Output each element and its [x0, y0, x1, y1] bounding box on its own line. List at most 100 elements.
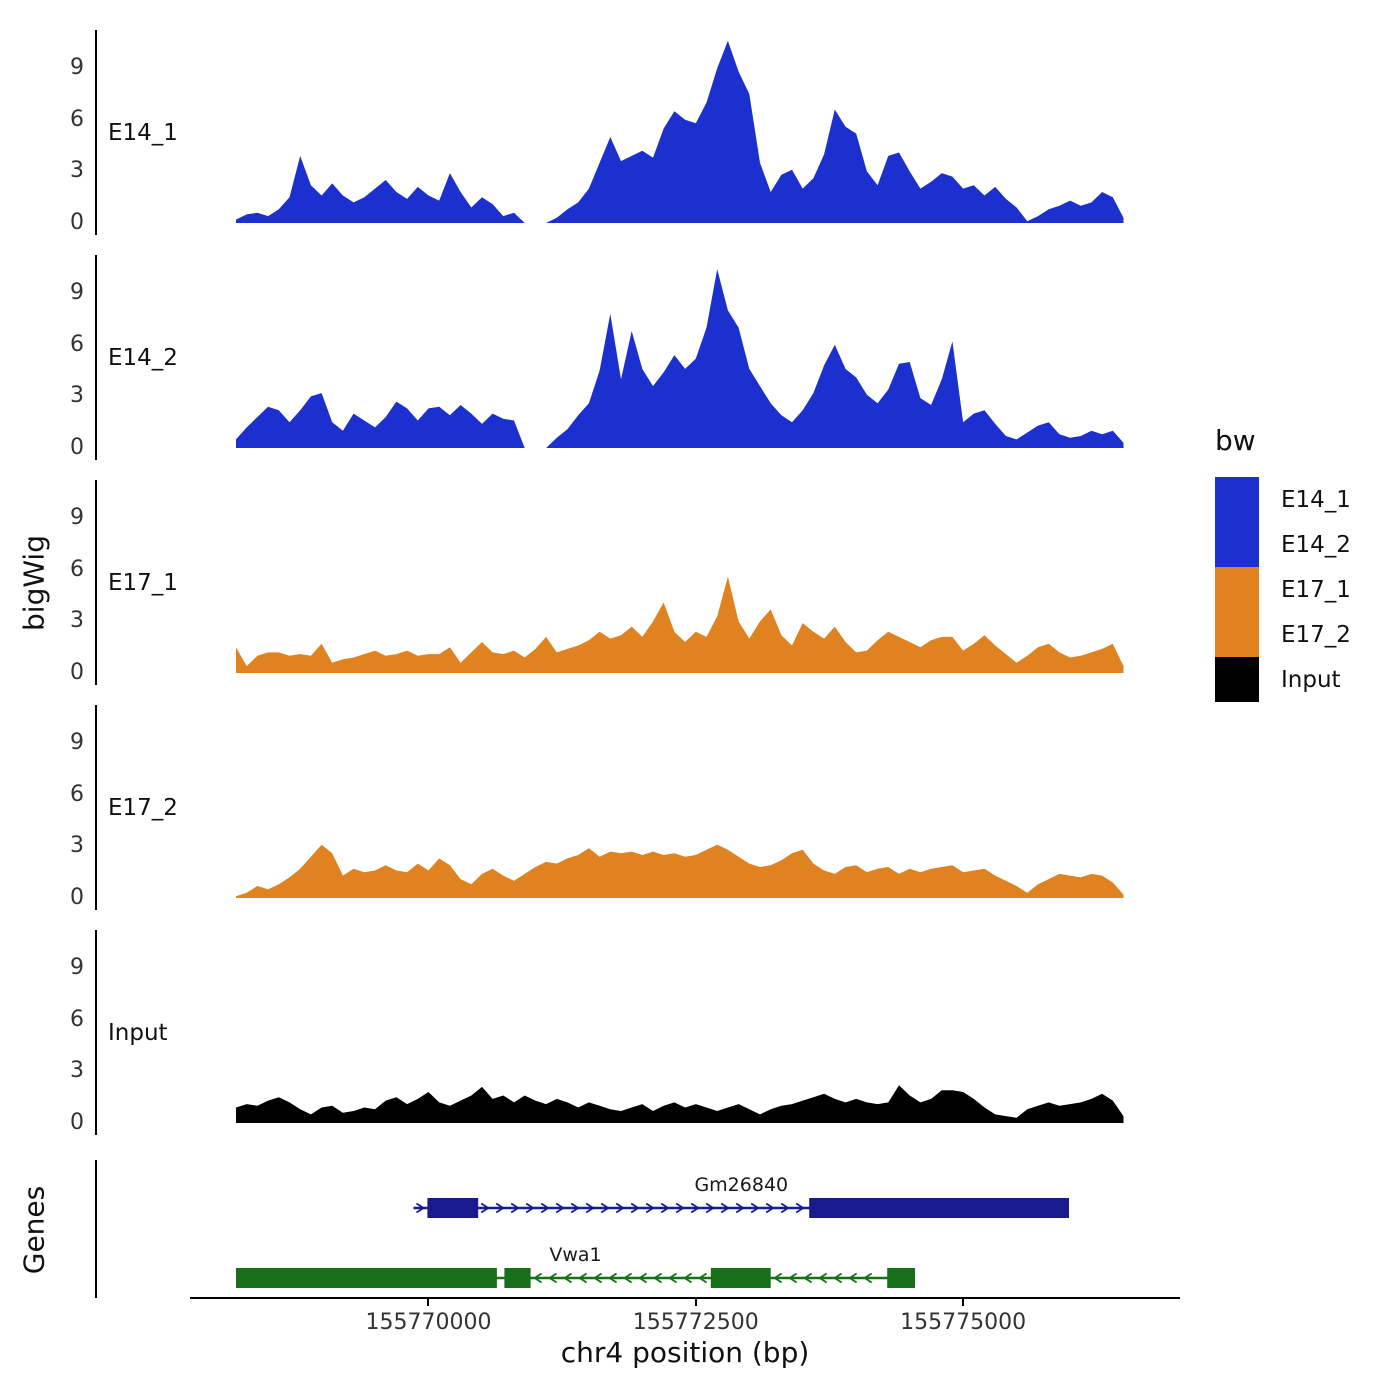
- strand-arrow-icon: [540, 1202, 550, 1214]
- x-tick-label: 155770000: [365, 1310, 492, 1335]
- strand-arrow-icon: [795, 1202, 805, 1214]
- track-facet-E17_1: 0 3 6 9 E17_1: [0, 480, 1400, 685]
- track-label-E14_1: E14_1: [108, 119, 178, 146]
- y-axis-line: [95, 705, 97, 910]
- strand-arrow-icon: [735, 1202, 745, 1214]
- strand-arrow-icon: [607, 1272, 618, 1284]
- y-tick-label: 3: [70, 383, 84, 409]
- signal-area-E17_2: [236, 844, 1124, 898]
- legend-swatch: [1215, 567, 1259, 612]
- y-axis-line: [95, 930, 97, 1135]
- legend-swatch: [1215, 657, 1259, 702]
- legend-swatch: [1215, 612, 1259, 657]
- y-axis-line: [95, 30, 97, 235]
- strand-arrow-icon: [495, 1202, 505, 1214]
- y-tick-label: 6: [70, 1006, 84, 1032]
- strand-arrow-icon: [592, 1272, 603, 1284]
- strand-arrow-icon: [802, 1272, 813, 1284]
- track-facet-E14_1: 0 3 6 9 E14_1: [0, 30, 1400, 235]
- track-facet-Input: 0 3 6 9 Input: [0, 930, 1400, 1135]
- track-label-E14_2: E14_2: [108, 344, 178, 371]
- y-tick-label: 9: [70, 55, 84, 81]
- strand-arrow-icon: [817, 1272, 828, 1284]
- y-tick-label: 9: [70, 280, 84, 306]
- signal-area-E17_1: [236, 576, 1124, 673]
- y-axis-line: [95, 255, 97, 460]
- y-tick-label: 9: [70, 955, 84, 981]
- x-tick-label: 155772500: [632, 1310, 759, 1335]
- gene-exon: [710, 1268, 771, 1288]
- legend-label: E14_1: [1281, 486, 1351, 513]
- y-tick-label: 9: [70, 505, 84, 531]
- x-tick-mark: [427, 1297, 430, 1306]
- x-axis: 155770000 155772500 155775000: [0, 1290, 1400, 1370]
- signal-svg-E17_2: [236, 844, 1124, 898]
- legend-entry-E17_1: E17_1: [1215, 567, 1400, 612]
- signal-area-E14_2: [236, 269, 1124, 448]
- x-tick-label: 155775000: [900, 1310, 1027, 1335]
- genes-axis-line: [95, 1160, 97, 1298]
- strand-arrow-icon: [615, 1202, 625, 1214]
- strand-arrow-icon: [630, 1202, 640, 1214]
- signal-svg-E17_1: [236, 576, 1124, 673]
- gene-model-Vwa1: Vwa1: [236, 1244, 915, 1288]
- gene-exon: [504, 1268, 531, 1288]
- y-tick-label: 0: [70, 1110, 84, 1135]
- strand-arrow-icon: [416, 1202, 426, 1214]
- legend-label: E17_2: [1281, 621, 1351, 648]
- legend-entry-E14_2: E14_2: [1215, 522, 1400, 567]
- strand-arrow-icon: [787, 1272, 798, 1284]
- y-tick-label: 9: [70, 730, 84, 756]
- track-label-E17_2: E17_2: [108, 794, 178, 821]
- strand-arrow-icon: [697, 1272, 708, 1284]
- y-tick-label: 0: [70, 435, 84, 460]
- strand-arrow-icon: [765, 1202, 775, 1214]
- genes-svg: Gm26840 Vwa1: [236, 1174, 1069, 1288]
- y-tick-label: 3: [70, 158, 84, 184]
- gene-exon: [809, 1198, 1069, 1218]
- legend-label: E17_1: [1281, 576, 1351, 603]
- strand-arrow-icon: [720, 1202, 730, 1214]
- legend-entries: E14_1 E14_2 E17_1 E17_2 Input: [1215, 477, 1400, 702]
- legend-label: Input: [1281, 666, 1341, 693]
- signal-svg-E14_2: [236, 269, 1124, 448]
- strand-arrow-icon: [652, 1272, 663, 1284]
- track-facet-E14_2: 0 3 6 9 E14_2: [0, 255, 1400, 460]
- y-tick-label: 6: [70, 556, 84, 582]
- legend-swatch: [1215, 522, 1259, 567]
- y-tick-label: 3: [70, 833, 84, 859]
- strand-arrow-icon: [570, 1202, 580, 1214]
- strand-arrow-icon: [480, 1202, 490, 1214]
- strand-arrow-icon: [510, 1202, 520, 1214]
- strand-arrow-icon: [600, 1202, 610, 1214]
- gene-exon: [427, 1198, 479, 1218]
- x-axis-line: [190, 1297, 1180, 1299]
- legend-entry-E17_2: E17_2: [1215, 612, 1400, 657]
- track-facet-E17_2: 0 3 6 9 E17_2: [0, 705, 1400, 910]
- track-label-E17_1: E17_1: [108, 569, 178, 596]
- signal-area-Input: [236, 1085, 1124, 1123]
- legend-swatch: [1215, 477, 1259, 522]
- strand-arrow-icon: [622, 1272, 633, 1284]
- strand-arrow-icon: [862, 1272, 873, 1284]
- strand-arrow-icon: [637, 1272, 648, 1284]
- strand-arrow-icon: [847, 1272, 858, 1284]
- x-axis-title: chr4 position (bp): [560, 1336, 810, 1369]
- strand-arrow-icon: [750, 1202, 760, 1214]
- strand-arrow-icon: [532, 1272, 543, 1284]
- strand-arrow-icon: [585, 1202, 595, 1214]
- strand-arrow-icon: [705, 1202, 715, 1214]
- strand-arrow-icon: [772, 1272, 783, 1284]
- strand-arrow-icon: [682, 1272, 693, 1284]
- signal-svg-E14_1: [236, 40, 1124, 224]
- y-tick-label: 3: [70, 608, 84, 634]
- signal-svg-Input: [236, 1085, 1124, 1123]
- gene-label-Vwa1: Vwa1: [549, 1244, 601, 1266]
- x-tick-mark: [962, 1297, 965, 1306]
- legend-entry-Input: Input: [1215, 657, 1400, 702]
- y-tick-label: 6: [70, 781, 84, 807]
- gene-exon: [887, 1268, 915, 1288]
- strand-arrow-icon: [547, 1272, 558, 1284]
- strand-arrow-icon: [525, 1202, 535, 1214]
